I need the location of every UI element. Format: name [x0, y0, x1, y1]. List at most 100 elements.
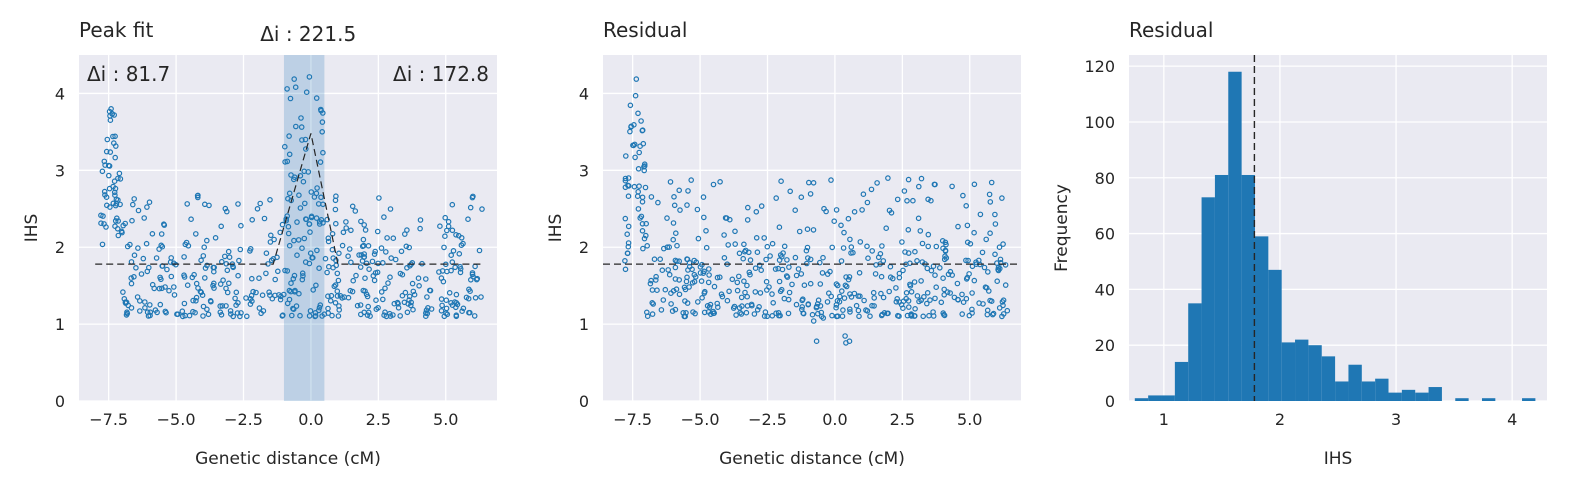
- data-point: [787, 188, 794, 195]
- data-point: [361, 222, 368, 228]
- histogram-bar: [1348, 364, 1362, 401]
- data-point: [706, 272, 712, 278]
- data-point: [123, 299, 130, 306]
- chart-title: Peak fit: [79, 18, 153, 42]
- data-point: [104, 202, 110, 209]
- data-point: [798, 194, 805, 201]
- data-point: [780, 250, 786, 256]
- data-point: [106, 172, 112, 179]
- data-point: [918, 278, 924, 284]
- data-point: [828, 293, 835, 300]
- histogram-bar: [1188, 303, 1202, 401]
- data-point: [249, 217, 256, 223]
- histogram-bar: [1148, 395, 1162, 401]
- data-point: [257, 200, 264, 207]
- data-point: [168, 273, 175, 280]
- data-point: [761, 313, 768, 319]
- data-point: [659, 267, 666, 274]
- data-point: [343, 225, 350, 231]
- data-point: [409, 259, 416, 266]
- data-point: [649, 287, 656, 293]
- data-point: [907, 260, 913, 267]
- data-point: [382, 285, 388, 292]
- data-point: [327, 297, 334, 304]
- data-point: [379, 296, 386, 303]
- data-point: [286, 151, 293, 158]
- data-point: [992, 251, 998, 258]
- data-point: [798, 271, 805, 277]
- data-point: [930, 313, 937, 319]
- data-point: [371, 251, 378, 257]
- histogram-bar: [1308, 345, 1322, 401]
- data-point: [124, 243, 131, 250]
- x-tick-label: 2.5: [890, 410, 915, 429]
- data-point: [724, 297, 731, 304]
- data-point: [285, 230, 292, 237]
- data-point: [923, 300, 930, 307]
- data-point: [387, 206, 394, 212]
- data-point: [299, 276, 306, 283]
- data-point: [903, 295, 910, 302]
- data-point: [813, 338, 820, 345]
- chart-title: Residual: [603, 18, 687, 42]
- data-point: [810, 318, 817, 324]
- data-point: [292, 123, 299, 130]
- data-point: [764, 243, 771, 250]
- data-point: [350, 277, 357, 284]
- data-point: [840, 245, 847, 251]
- data-point: [422, 310, 429, 316]
- data-point: [202, 275, 208, 281]
- data-point: [752, 289, 759, 295]
- data-point: [345, 294, 352, 301]
- data-point: [879, 243, 885, 249]
- data-point: [274, 268, 281, 275]
- data-point: [885, 175, 891, 181]
- data-point: [158, 242, 165, 249]
- data-point: [204, 237, 210, 244]
- data-point: [467, 204, 474, 211]
- data-point: [325, 238, 332, 245]
- data-point: [364, 293, 371, 300]
- data-point: [795, 266, 802, 272]
- data-point: [625, 183, 632, 189]
- data-point: [792, 254, 799, 261]
- data-point: [622, 153, 629, 159]
- data-point: [773, 195, 780, 201]
- data-point: [117, 201, 123, 208]
- data-point: [218, 311, 225, 318]
- y-tick-label: 0: [55, 392, 65, 411]
- data-point: [373, 297, 379, 304]
- data-point: [959, 291, 965, 298]
- data-point: [466, 309, 472, 316]
- data-point: [181, 300, 188, 307]
- data-point: [365, 243, 372, 249]
- data-point: [665, 267, 672, 273]
- data-point: [224, 267, 231, 274]
- data-point: [744, 303, 751, 309]
- data-point: [256, 275, 262, 282]
- data-point: [746, 269, 753, 276]
- data-point: [936, 264, 943, 271]
- data-point: [677, 207, 683, 213]
- y-tick-label: 0: [579, 392, 589, 411]
- data-point: [334, 288, 341, 295]
- data-point: [140, 255, 147, 262]
- data-point: [992, 221, 999, 227]
- data-point: [381, 214, 387, 220]
- data-point: [845, 276, 852, 283]
- data-point: [306, 74, 313, 80]
- data-point: [971, 181, 978, 188]
- data-point: [986, 191, 993, 198]
- x-tick-label: −5.0: [681, 410, 720, 429]
- data-point: [228, 311, 234, 317]
- data-point: [111, 140, 117, 146]
- data-point: [438, 275, 445, 281]
- data-point: [112, 154, 119, 161]
- data-point: [193, 297, 199, 304]
- data-point: [829, 312, 835, 319]
- data-point: [449, 201, 456, 208]
- data-point: [313, 190, 320, 197]
- data-point: [670, 220, 677, 226]
- data-point: [328, 292, 335, 299]
